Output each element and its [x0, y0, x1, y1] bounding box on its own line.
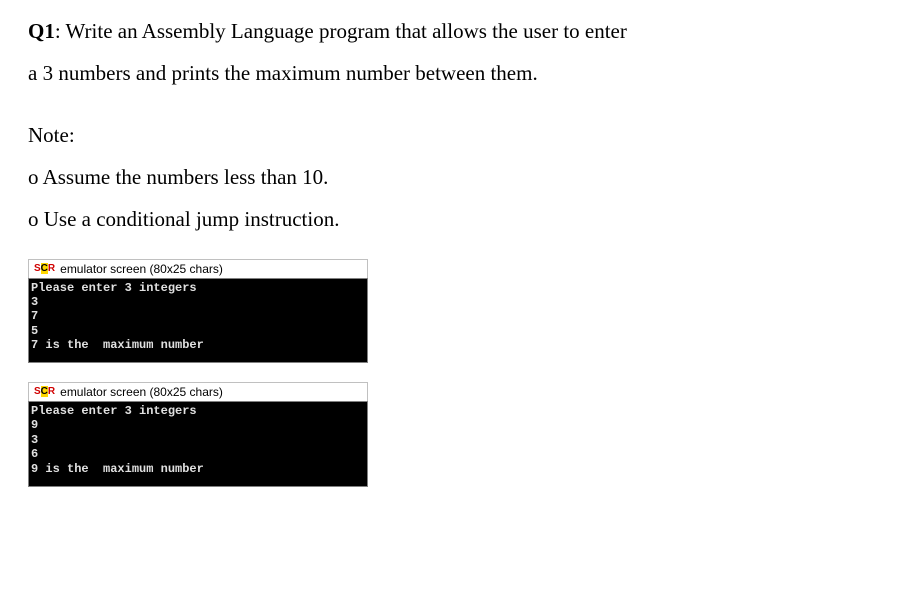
emulator-title-bar-1: SCR emulator screen (80x25 chars): [28, 259, 368, 278]
emulator-title-bar-2: SCR emulator screen (80x25 chars): [28, 382, 368, 401]
console-line: Please enter 3 integers: [31, 404, 365, 418]
console-line: 7: [31, 309, 365, 323]
console-line: 6: [31, 447, 365, 461]
question-paragraph: Q1: Write an Assembly Language program t…: [28, 10, 891, 94]
emulator-console-1: Please enter 3 integers 3 7 5 7 is the m…: [28, 278, 368, 364]
emulator-block-1: SCR emulator screen (80x25 chars) Please…: [28, 258, 891, 363]
console-line: 9 is the maximum number: [31, 462, 365, 476]
console-line: 3: [31, 295, 365, 309]
question-line2: a 3 numbers and prints the maximum numbe…: [28, 61, 538, 85]
emulator-title-2: emulator screen (80x25 chars): [60, 385, 223, 399]
console-line: Please enter 3 integers: [31, 281, 365, 295]
question-label: Q1: [28, 19, 55, 43]
console-line: 7 is the maximum number: [31, 338, 365, 352]
console-line: 9: [31, 418, 365, 432]
console-line: 5: [31, 324, 365, 338]
emulator-console-2: Please enter 3 integers 9 3 6 9 is the m…: [28, 401, 368, 487]
note-label: Note:: [28, 114, 891, 156]
bullet-2: o Use a conditional jump instruction.: [28, 198, 891, 240]
scr-icon: SCR: [33, 263, 56, 274]
emulator-title-1: emulator screen (80x25 chars): [60, 262, 223, 276]
scr-icon: SCR: [33, 386, 56, 397]
bullet-1: o Assume the numbers less than 10.: [28, 156, 891, 198]
console-line: 3: [31, 433, 365, 447]
emulator-block-2: SCR emulator screen (80x25 chars) Please…: [28, 381, 891, 486]
question-line1: : Write an Assembly Language program tha…: [55, 19, 627, 43]
